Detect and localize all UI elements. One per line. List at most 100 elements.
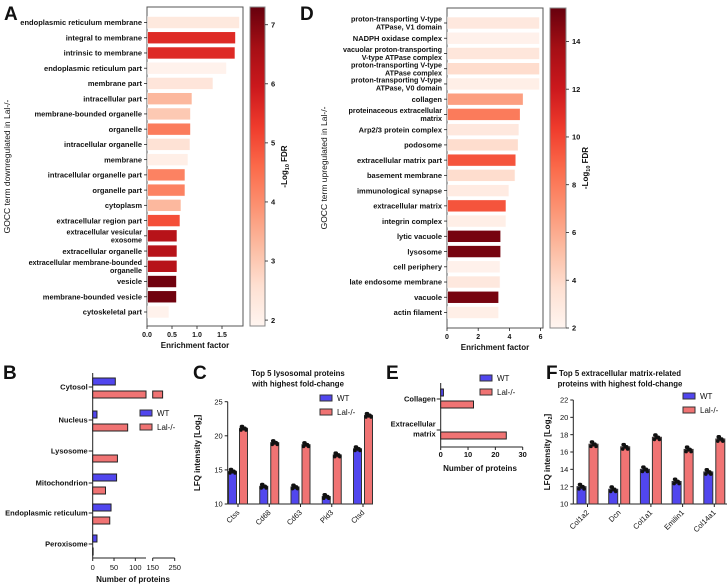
bar-intrinsic-to-membrane bbox=[147, 46, 236, 60]
term-label: cytoplasm bbox=[105, 201, 142, 210]
colorbar-tick-label: 6 bbox=[271, 79, 275, 88]
bar-WT bbox=[92, 534, 98, 543]
colorbar-label-part: FDR bbox=[581, 147, 590, 166]
replicate-dot bbox=[594, 444, 598, 449]
x-axis-title: Enrichment factor bbox=[161, 341, 229, 350]
y-axis-title-part: 2 bbox=[548, 416, 554, 419]
x-tick-label: Cd63 bbox=[285, 508, 304, 527]
x-tick-label: Ctsd bbox=[349, 508, 366, 525]
colorbar-tick-label: 2 bbox=[271, 316, 275, 325]
bar-WT bbox=[92, 410, 98, 419]
term-label: extracellular membrane-bounded bbox=[29, 258, 142, 267]
bar-proton-transporting-v-type-atpase-complex bbox=[447, 62, 540, 76]
x-tick-label: 250 bbox=[168, 563, 181, 572]
replicate-dot bbox=[716, 435, 721, 439]
y-axis-title: LFQ intensity [Log2] bbox=[193, 414, 204, 491]
legend-label: Lal-/- bbox=[700, 406, 719, 415]
legend-swatch-lal bbox=[682, 406, 696, 414]
replicate-dot bbox=[577, 482, 582, 487]
term-label: extracellular vesicular bbox=[66, 228, 142, 237]
bar-Lal-/--Col1a2 bbox=[588, 443, 599, 505]
bar-Lal-/--Pld3 bbox=[332, 454, 342, 505]
y-tick-label: 20 bbox=[560, 413, 568, 422]
bar-collagen bbox=[447, 92, 524, 106]
term-label: intracellular organelle bbox=[64, 140, 142, 149]
replicate-dot bbox=[657, 437, 662, 442]
replicate-dot bbox=[228, 467, 233, 472]
x-tick-label: 50 bbox=[110, 563, 118, 572]
x-axis-title: Number of proteins bbox=[443, 464, 517, 473]
x-tick-label: 0.5 bbox=[167, 332, 177, 339]
term-label: extracellular region part bbox=[57, 216, 143, 225]
legend-label: WT bbox=[497, 374, 510, 383]
colorbar-label-part: -Log bbox=[280, 170, 289, 187]
replicate-dot bbox=[621, 442, 625, 447]
y-tick-label: 25 bbox=[214, 397, 222, 406]
term-label: ATPase complex bbox=[385, 68, 442, 77]
x-tick-label: 0 bbox=[439, 450, 443, 459]
legend-label: WT bbox=[337, 394, 350, 403]
bar-intracellular-organelle bbox=[147, 138, 191, 151]
bar-cell-periphery bbox=[447, 260, 501, 274]
colorbar-tick-label: 4 bbox=[572, 276, 577, 285]
bar-Lal-/- bbox=[92, 423, 129, 432]
chart-title: Top 5 lysosomal proteins bbox=[251, 369, 345, 378]
bar-Lal-/--Cd68 bbox=[270, 442, 280, 505]
bar-organelle bbox=[147, 122, 191, 136]
x-axis-title: Enrichment factor bbox=[461, 343, 529, 352]
bar-Lal-/--Col14a1 bbox=[715, 438, 726, 505]
x-tick-label: 4 bbox=[507, 334, 511, 341]
chart-title: Top 5 extracellular matrix-related bbox=[559, 369, 681, 378]
category-label: Cytosol bbox=[60, 383, 88, 392]
y-axis-title-part: LFQ intensity [Log bbox=[543, 419, 552, 490]
term-label: actin filament bbox=[394, 308, 443, 317]
replicate-dot bbox=[652, 437, 657, 442]
colorbar-tick-label: 2 bbox=[572, 324, 576, 333]
bar-Lal-/--Ctsd bbox=[364, 414, 373, 505]
panel-letter-e: E bbox=[386, 363, 399, 384]
colorbar-tick-label: 7 bbox=[271, 20, 275, 29]
term-label: organelle bbox=[109, 125, 142, 134]
category-label: Mitochondrion bbox=[36, 479, 88, 488]
bar-membrane-bounded-vesicle bbox=[147, 290, 177, 304]
term-label: cell periphery bbox=[393, 262, 443, 271]
bar-membrane-part bbox=[147, 77, 214, 90]
category-label: Extracellular bbox=[391, 420, 436, 429]
colorbar-tick-label: 3 bbox=[271, 257, 275, 266]
legend-swatch-wt bbox=[479, 374, 493, 382]
x-tick-label: 20 bbox=[491, 450, 499, 459]
y-tick-label: 10 bbox=[214, 500, 222, 509]
replicate-dot bbox=[641, 465, 645, 469]
y-tick-label: 22 bbox=[560, 396, 568, 405]
term-label: extracellular organelle bbox=[62, 247, 142, 256]
bar-vesicle bbox=[147, 275, 177, 288]
bar-extracellular-region-part bbox=[147, 214, 181, 227]
term-label: ATPase, V1 domain bbox=[376, 23, 442, 32]
x-tick-label: Col14a1 bbox=[692, 508, 718, 534]
y-tick-label: 12 bbox=[560, 482, 568, 491]
term-label: vacuolar proton-transporting bbox=[343, 45, 442, 54]
replicate-dot bbox=[640, 469, 645, 474]
bar-lysosome bbox=[447, 245, 501, 258]
panel-letter-c: C bbox=[193, 363, 207, 384]
x-tick-label: Dcn bbox=[607, 508, 623, 524]
legend-label: WT bbox=[157, 409, 170, 418]
y-tick-label: 18 bbox=[560, 430, 568, 439]
bar-extracellular-organelle bbox=[147, 244, 178, 258]
bar-Lal-/--broken bbox=[152, 390, 164, 399]
y-tick-label: 15 bbox=[214, 466, 222, 475]
bar-intracellular-organelle-part bbox=[147, 168, 186, 182]
plot-frame bbox=[146, 6, 244, 327]
term-label: intrinsic to membrane bbox=[64, 49, 142, 58]
bar-WT-Col14a1 bbox=[703, 471, 714, 505]
bar-Lal-/- bbox=[92, 486, 106, 495]
replicate-dot bbox=[364, 411, 369, 416]
bar-Lal-/--Emilin1 bbox=[683, 448, 694, 505]
bar-podosome bbox=[447, 138, 519, 152]
term-label: proton-transporting V-type bbox=[351, 76, 442, 85]
x-tick-label: 150 bbox=[146, 563, 159, 572]
term-label: membrane-bounded organelle bbox=[34, 110, 142, 119]
bar-WT bbox=[440, 388, 444, 397]
term-label: endoplasmic reticulum part bbox=[44, 64, 142, 73]
x-tick-label: Emilin1 bbox=[662, 508, 686, 532]
